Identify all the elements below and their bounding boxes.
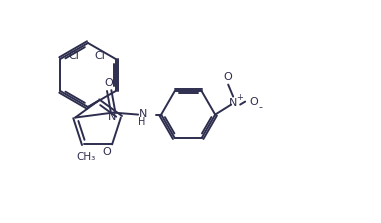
Text: CH₃: CH₃ [76,152,96,162]
Text: O: O [105,78,114,88]
Text: N: N [108,112,116,122]
Text: H: H [138,117,146,127]
Text: +: + [236,93,243,102]
Text: O: O [103,147,112,157]
Text: N: N [229,98,237,107]
Text: Cl: Cl [94,51,105,61]
Text: O: O [250,97,259,107]
Text: N: N [139,109,147,119]
Text: -: - [258,103,262,113]
Text: O: O [224,72,232,82]
Text: Cl: Cl [69,51,80,61]
